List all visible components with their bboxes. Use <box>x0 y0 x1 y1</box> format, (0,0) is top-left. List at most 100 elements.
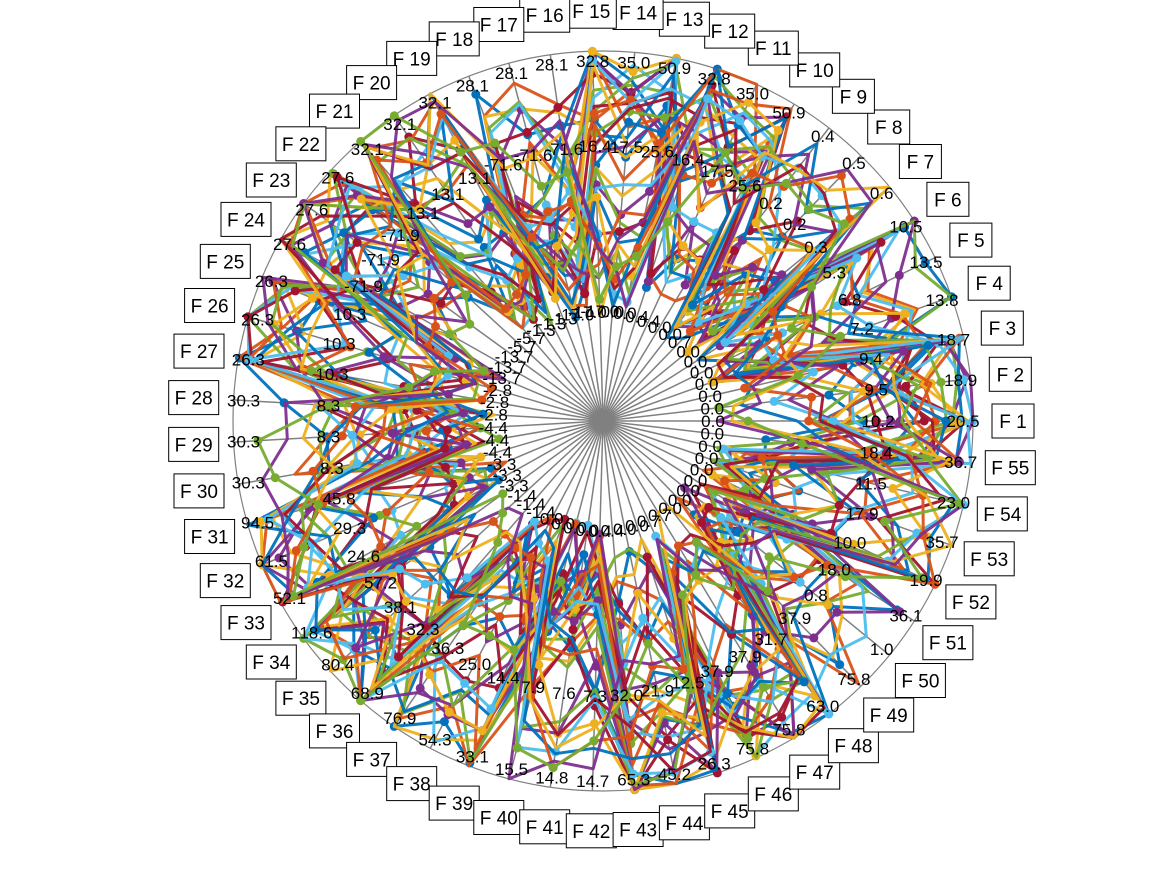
series-16-point-40 <box>571 519 581 529</box>
tick-mid-f18: -71.6 <box>484 156 523 175</box>
feature-label-30: F 30 <box>180 482 218 503</box>
series-19-point-29 <box>475 423 485 433</box>
series-40-point-28 <box>323 400 333 410</box>
feature-box-38: F 38 <box>386 766 438 802</box>
series-40-point-6 <box>807 282 817 292</box>
tick-mid-f47: 37.9 <box>728 648 761 667</box>
tick-mid-f16: -71.6 <box>545 140 584 159</box>
feature-box-frame-42 <box>565 813 617 849</box>
series-7-point-23 <box>436 298 446 308</box>
tick-outer-f49: 75.8 <box>837 670 870 689</box>
tick-outer-f35: 80.4 <box>321 655 354 674</box>
tick-outer-f47: 75.8 <box>772 720 805 739</box>
feature-label-2: F 2 <box>997 365 1024 386</box>
series-37-point-28 <box>350 402 360 412</box>
feature-box-44: F 44 <box>658 805 710 841</box>
series-31-point-35 <box>401 596 411 606</box>
series-25-point-54 <box>807 465 817 474</box>
tick-mid-f35: 38.1 <box>384 598 417 617</box>
series-40-point-31 <box>314 500 323 509</box>
feature-box-frame-5 <box>949 222 993 258</box>
series-22-point-20 <box>474 234 484 244</box>
tick-inner-f30: -4.4 <box>480 431 509 450</box>
tick-mid-f52: 10.0 <box>833 533 866 552</box>
series-16-point-8 <box>685 326 695 336</box>
series-37-point-55 <box>864 447 874 456</box>
feature-label-40: F 40 <box>480 809 518 830</box>
series-25-point-53 <box>866 512 876 522</box>
series-13-point-44 <box>638 613 648 623</box>
series-37-point-19 <box>436 109 446 119</box>
series-19-point-30 <box>494 434 504 444</box>
series-25-point-29 <box>387 428 397 438</box>
series-31-point-8 <box>764 245 774 255</box>
feature-label-13: F 13 <box>665 10 703 31</box>
series-40-point-34 <box>498 489 508 499</box>
series-25-point-55 <box>955 457 964 467</box>
series-40-point-1 <box>743 416 753 426</box>
series-1-point-2 <box>824 390 834 400</box>
tick-outer-f39: 33.1 <box>456 748 489 767</box>
series-1-point-18 <box>471 89 481 99</box>
tick-outer-f2: 18.9 <box>944 371 977 390</box>
series-7-point-45 <box>642 552 652 562</box>
series-22-point-46 <box>723 689 732 698</box>
tick-mid-f25: 10.3 <box>333 305 366 324</box>
tick-mid-f3: 9.4 <box>859 350 883 369</box>
series-31-point-22 <box>356 194 366 204</box>
series-40-point-49 <box>763 586 773 596</box>
feature-label-48: F 48 <box>834 737 872 758</box>
feature-box-24: F 24 <box>220 201 272 237</box>
series-40-point-22 <box>461 290 471 300</box>
series-31-point-11 <box>744 97 753 107</box>
tick-outer-f44: 45.2 <box>658 765 691 784</box>
series-37-point-18 <box>527 233 537 242</box>
series-25-point-3 <box>899 346 908 356</box>
series-25-point-41 <box>569 616 579 626</box>
series-line-38 <box>301 92 953 750</box>
tick-mid-f21: 13.1 <box>406 204 439 223</box>
feature-box-frame-26 <box>184 288 236 323</box>
feature-box-frame-51 <box>922 625 974 661</box>
feature-box-frame-27 <box>173 333 225 369</box>
series-31-point-40 <box>534 660 544 670</box>
feature-box-frame-45 <box>704 793 756 829</box>
tick-inner-f14: 0.0 <box>601 302 625 321</box>
feature-box-28: F 28 <box>168 380 220 416</box>
series-34-point-34 <box>395 564 404 574</box>
feature-box-4: F 4 <box>967 265 1011 301</box>
series-40-point-52 <box>917 573 927 583</box>
spoke-16 <box>549 54 604 422</box>
tick-outer-f17: 28.1 <box>495 64 528 83</box>
series-25-point-35 <box>351 643 361 653</box>
series-16-point-11 <box>707 178 717 188</box>
series-4-point-10 <box>680 280 690 290</box>
series-34-point-43 <box>628 769 638 779</box>
tick-mid-f51: 18.0 <box>818 561 851 580</box>
feature-label-20: F 20 <box>353 74 391 95</box>
series-28-point-23 <box>352 237 362 247</box>
feature-label-6: F 6 <box>934 190 961 211</box>
series-22-point-13 <box>656 128 666 138</box>
tick-outer-f45: 26.3 <box>698 754 731 773</box>
feature-box-55: F 55 <box>984 450 1036 486</box>
tick-outer-f36: 68.9 <box>351 684 384 703</box>
tick-mid-f14: 17.5 <box>610 138 643 157</box>
tick-inner-f29: -4.4 <box>479 418 508 437</box>
series-7-point-25 <box>290 286 300 296</box>
feature-box-5: F 5 <box>949 222 993 258</box>
series-28-point-16 <box>580 289 590 299</box>
tick-inner-f5: 0.0 <box>690 364 714 383</box>
series-4-point-37 <box>415 683 425 693</box>
series-7-point-47 <box>777 712 787 722</box>
series-40-point-10 <box>738 184 748 194</box>
feature-box-frame-23 <box>245 162 297 198</box>
series-19-point-2 <box>936 377 946 387</box>
feature-box-31: F 31 <box>184 519 236 554</box>
feature-label-50: F 50 <box>901 672 939 693</box>
tick-inner-f12: 0.4 <box>625 307 649 326</box>
series-13-point-41 <box>583 520 593 530</box>
tick-outer-f6: 10.5 <box>889 217 922 236</box>
series-10-point-11 <box>678 241 688 251</box>
tick-outer-f25: 26.3 <box>255 272 288 291</box>
